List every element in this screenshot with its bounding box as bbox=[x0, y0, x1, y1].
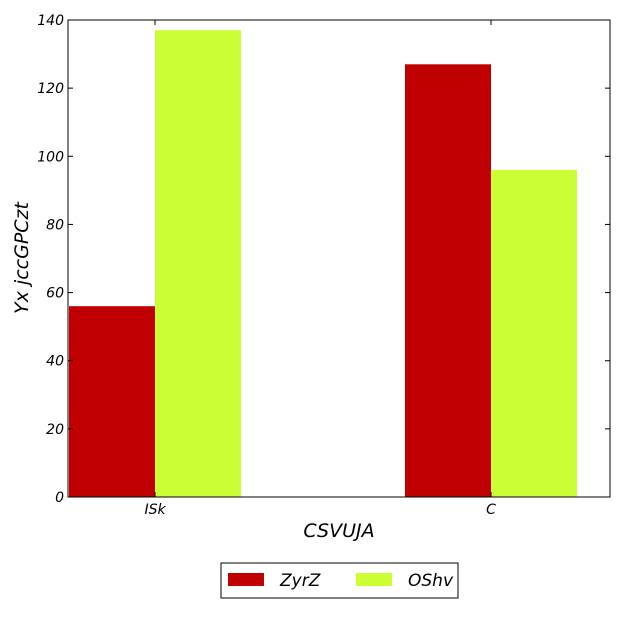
legend-swatch-ZyrZ bbox=[228, 573, 264, 586]
x-tick-label: C bbox=[486, 502, 496, 518]
plot-frame bbox=[67, 19, 611, 498]
legend-box bbox=[220, 562, 459, 599]
y-axis-title: Yx jccGPCzt bbox=[11, 200, 33, 313]
x-tick-label: ISk bbox=[144, 502, 166, 518]
y-axis-ticks: 0 20 40 60 80 100 120 140 bbox=[37, 13, 610, 506]
y-tick-label: 80 bbox=[46, 217, 64, 233]
bar-OShv-ISk bbox=[155, 30, 241, 497]
legend-label-ZyrZ: ZyrZ bbox=[279, 571, 321, 591]
bar-OShv-C bbox=[491, 169, 577, 497]
legend-label-OShv: OShv bbox=[408, 571, 454, 591]
x-axis-title: CSVUJA bbox=[303, 520, 374, 542]
y-tick-label: 40 bbox=[46, 354, 64, 370]
bars-group bbox=[69, 30, 577, 498]
y-tick-label: 0 bbox=[55, 490, 64, 506]
legend-swatch-OShv bbox=[356, 573, 392, 586]
bar-ZyrZ-ISk bbox=[69, 306, 155, 497]
y-tick-label: 20 bbox=[46, 422, 64, 438]
y-tick-label: 60 bbox=[46, 286, 64, 302]
y-tick-label: 140 bbox=[37, 13, 64, 29]
y-tick-label: 100 bbox=[37, 149, 64, 165]
bar-ZyrZ-C bbox=[405, 64, 491, 498]
legend: ZyrZ OShv bbox=[220, 562, 459, 599]
x-axis-ticks: ISk C bbox=[144, 20, 496, 518]
y-tick-label: 120 bbox=[37, 81, 64, 97]
